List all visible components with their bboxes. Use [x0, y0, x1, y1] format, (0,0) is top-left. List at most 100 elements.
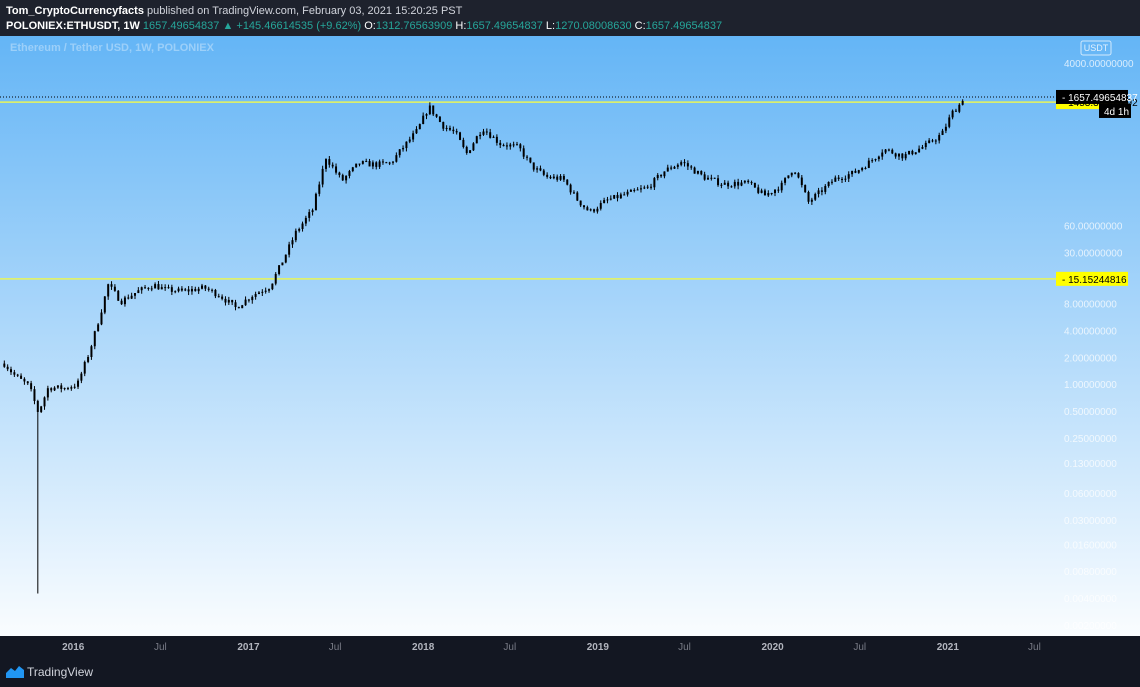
candle-body — [887, 149, 890, 151]
candle-body — [294, 230, 297, 241]
candle-body — [817, 190, 820, 195]
candle-body — [784, 178, 787, 183]
candle-body — [794, 172, 797, 174]
candle-body — [469, 150, 472, 153]
candle-body — [66, 388, 69, 390]
y-tick-label: 4.00000000 — [1064, 326, 1117, 337]
candle-body — [492, 136, 495, 138]
candle-body — [670, 167, 673, 169]
candle-body — [556, 176, 559, 180]
candle-body — [599, 203, 602, 209]
price-label: - 15.15244816 — [1056, 271, 1128, 286]
publish-line: Tom_CryptoCurrencyfacts published on Tra… — [6, 5, 462, 17]
low-label: L: — [545, 20, 556, 32]
candle-body — [549, 176, 552, 179]
candle-body — [10, 369, 13, 373]
candle-body — [60, 385, 63, 389]
price-label-bg — [1056, 89, 1128, 104]
candle-body — [197, 288, 200, 292]
candle-body — [164, 287, 167, 289]
candle-body — [646, 186, 649, 188]
y-tick-label: 0.03000000 — [1064, 516, 1117, 527]
candle-body — [837, 177, 840, 179]
candle-body — [542, 170, 545, 175]
candle-body — [70, 387, 73, 389]
currency-badge: USDT — [1080, 40, 1112, 56]
candle-body — [810, 199, 813, 202]
candle-body — [321, 168, 324, 185]
chart-area[interactable]: Ethereum / Tether USD, 1W, POLONIEX 4000… — [0, 36, 1140, 656]
candle-body — [402, 148, 405, 150]
candle-body — [485, 131, 488, 133]
publish-info: published on TradingView.com, February 0… — [147, 5, 463, 17]
candle-body — [596, 208, 599, 212]
candle-body — [723, 182, 726, 185]
price-label: - 1657.49654837 — [1056, 89, 1138, 104]
candle-body — [871, 160, 874, 162]
candle-body — [717, 178, 720, 186]
candle-body — [231, 299, 234, 303]
candle-body — [820, 190, 823, 192]
candle-body — [361, 161, 364, 164]
candle-body — [378, 161, 381, 167]
candle-body — [100, 312, 103, 325]
candle-body — [284, 254, 287, 263]
candle-body — [147, 287, 150, 289]
candle-body — [77, 380, 80, 387]
candle-body — [951, 110, 954, 118]
candle-body — [398, 149, 401, 156]
candle-body — [274, 273, 277, 284]
candle-body — [529, 157, 532, 163]
y-tick-label: 2.00000000 — [1064, 353, 1117, 364]
candle-body — [606, 199, 609, 201]
candle-body — [194, 288, 197, 292]
price-label-bg — [1056, 271, 1128, 286]
candle-body — [911, 150, 914, 155]
candle-body — [629, 189, 632, 192]
candle-body — [777, 189, 780, 191]
candle-body — [874, 159, 877, 161]
candle-body — [814, 194, 817, 200]
tradingview-brand[interactable]: TradingView — [27, 665, 94, 679]
candle-body — [583, 205, 586, 208]
tradingview-logo-icon[interactable] — [6, 664, 24, 678]
y-tick-label: 60.00000000 — [1064, 222, 1123, 233]
candle-body — [23, 378, 26, 382]
candle-body — [405, 141, 408, 149]
candle-body — [861, 167, 864, 171]
chart-header: Tom_CryptoCurrencyfacts published on Tra… — [0, 0, 1140, 36]
candle-body — [639, 188, 642, 190]
candle-body — [894, 153, 897, 157]
candle-body — [941, 130, 944, 136]
y-tick-label: 0.06000000 — [1064, 489, 1117, 500]
candle-body — [154, 284, 157, 289]
candle-body — [619, 194, 622, 199]
candle-body — [214, 289, 217, 297]
candle-body — [368, 161, 371, 167]
candle-body — [566, 179, 569, 185]
x-tick-label: 2017 — [237, 642, 260, 653]
candle-body — [914, 152, 917, 155]
candle-body — [412, 133, 415, 140]
x-tick-label: 2018 — [412, 642, 435, 653]
y-tick-label: 30.00000000 — [1064, 248, 1123, 259]
candle-body — [700, 171, 703, 175]
candle-body — [221, 296, 224, 299]
price-chart[interactable]: Ethereum / Tether USD, 1W, POLONIEX 4000… — [0, 36, 1140, 656]
candle-body — [787, 175, 790, 179]
candle-body — [328, 159, 331, 165]
candle-body — [388, 162, 391, 164]
candle-body — [314, 193, 317, 211]
candle-body — [110, 284, 113, 287]
candle-body — [904, 154, 907, 159]
candle-body — [93, 331, 96, 347]
candle-body — [623, 194, 626, 196]
candle-body — [40, 406, 43, 412]
candle-body — [291, 240, 294, 245]
candle-body — [727, 182, 730, 187]
author-name[interactable]: Tom_CryptoCurrencyfacts — [6, 5, 144, 17]
candle-body — [207, 288, 210, 290]
candle-body — [90, 346, 93, 358]
candle-body — [257, 292, 260, 294]
candle-body — [204, 285, 207, 289]
